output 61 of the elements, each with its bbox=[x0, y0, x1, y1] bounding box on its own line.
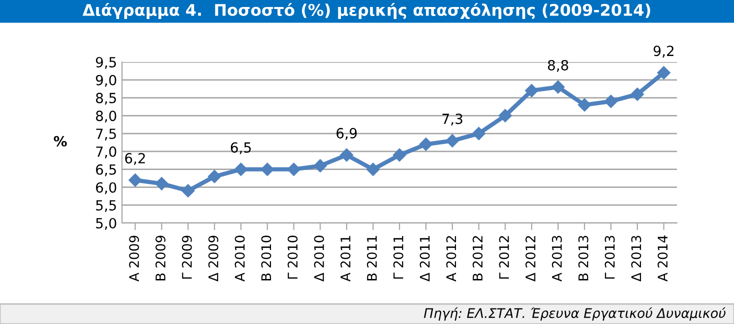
x-tick-label: Δ 2011 bbox=[420, 236, 430, 282]
point bbox=[181, 184, 195, 198]
y-tick-label: 9,0 bbox=[96, 74, 116, 87]
point bbox=[446, 134, 459, 148]
y-tick-label: 7,0 bbox=[96, 146, 116, 158]
x-tick-label: Β 2010 bbox=[261, 236, 272, 280]
point bbox=[525, 84, 538, 98]
point bbox=[630, 88, 644, 101]
data-label: 8,8 bbox=[548, 60, 568, 72]
y-tick-label: 5,0 bbox=[96, 218, 116, 230]
x-tick-label: Δ 2013 bbox=[631, 236, 642, 282]
chart-title: Διάγραμμα 4. Ποσοστό (%) μερικής απασχόλησης (2009-2014) bbox=[82, 2, 650, 20]
x-tick-label: Δ 2012 bbox=[525, 236, 536, 282]
y-tick-label: 8,5 bbox=[96, 92, 116, 105]
x-tick-label: Α 2010 bbox=[234, 236, 245, 282]
point bbox=[314, 159, 327, 172]
x-tick-label: Β 2012 bbox=[472, 236, 483, 280]
point bbox=[260, 162, 274, 176]
x-tick-label: Β 2011 bbox=[366, 236, 377, 280]
point bbox=[287, 162, 300, 176]
x-tick-label: Γ 2012 bbox=[499, 236, 510, 279]
point bbox=[392, 148, 406, 162]
y-tick-label: 6,5 bbox=[96, 164, 116, 176]
data-label: 6,9 bbox=[336, 128, 357, 140]
y-tick-label: 5,5 bbox=[96, 200, 116, 212]
y-tick-label: 7,5 bbox=[96, 128, 116, 140]
point bbox=[498, 109, 512, 122]
text: Πηγή: ΕΛ.ΣΤΑΤ. Έρευνα Εργατικού Δυναμικού bbox=[424, 307, 726, 321]
point bbox=[366, 162, 380, 176]
x-tick-label: Γ 2009 bbox=[182, 236, 192, 279]
x-tick-label: Β 2013 bbox=[578, 236, 588, 280]
point bbox=[551, 80, 565, 94]
point bbox=[128, 173, 142, 187]
y-tick-label: 9,5 bbox=[96, 56, 116, 69]
point bbox=[604, 94, 618, 108]
data-label: 7,3 bbox=[442, 114, 462, 126]
x-tick-label: Α 2013 bbox=[552, 236, 562, 282]
point bbox=[155, 177, 168, 190]
point bbox=[578, 98, 592, 112]
point bbox=[234, 162, 248, 176]
x-tick-label: Β 2009 bbox=[155, 236, 166, 280]
x-tick-label: Α 2012 bbox=[446, 236, 456, 282]
x-tick-label: Γ 2011 bbox=[393, 236, 404, 279]
x-tick-label: Δ 2009 bbox=[208, 236, 218, 282]
x-tick-label: Γ 2013 bbox=[604, 236, 615, 279]
data-label: 6,2 bbox=[125, 152, 145, 165]
point bbox=[472, 126, 486, 140]
y-tick-label: 8,0 bbox=[96, 110, 116, 123]
point bbox=[208, 170, 222, 184]
y-axis-title: % bbox=[54, 136, 67, 147]
x-tick-label: Α 2011 bbox=[340, 236, 350, 282]
data-label: 6,5 bbox=[230, 142, 251, 154]
x-tick-label: Δ 2010 bbox=[314, 236, 324, 282]
point bbox=[419, 138, 433, 151]
point bbox=[657, 66, 670, 80]
x-tick-label: Γ 2010 bbox=[288, 236, 298, 279]
x-tick-label: Α 2014 bbox=[658, 236, 668, 282]
point bbox=[340, 148, 354, 162]
data-label: 9,2 bbox=[654, 46, 674, 58]
x-tick-label: Α 2009 bbox=[129, 236, 140, 282]
y-tick-label: 6,0 bbox=[96, 182, 116, 194]
